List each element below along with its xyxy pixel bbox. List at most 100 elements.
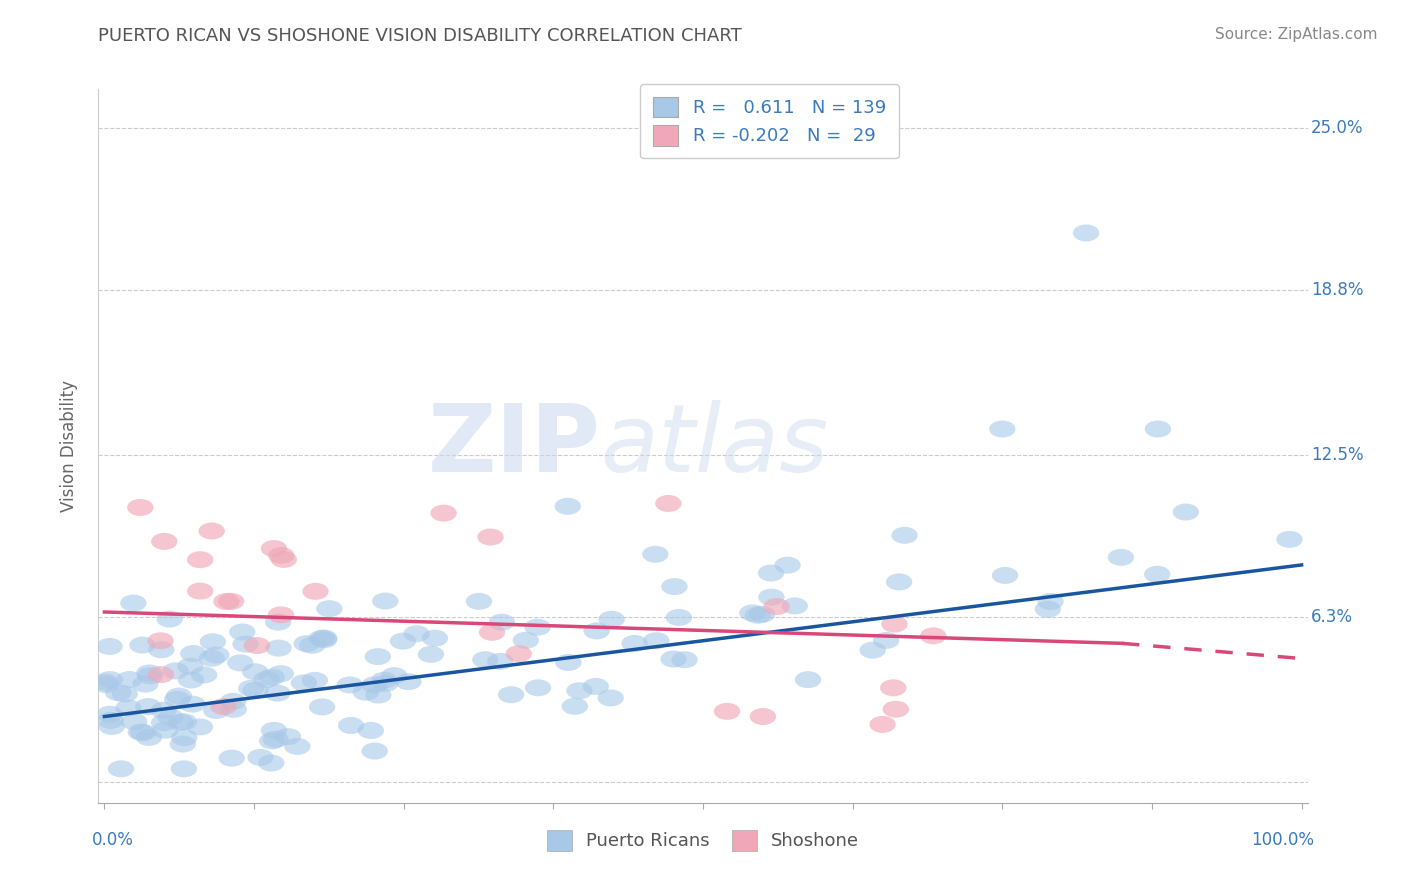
Ellipse shape xyxy=(1144,420,1171,437)
Ellipse shape xyxy=(775,557,800,574)
Ellipse shape xyxy=(357,722,384,739)
Ellipse shape xyxy=(665,609,692,626)
Ellipse shape xyxy=(127,499,153,516)
Ellipse shape xyxy=(621,635,648,652)
Ellipse shape xyxy=(170,760,197,777)
Ellipse shape xyxy=(745,607,770,624)
Ellipse shape xyxy=(582,678,609,695)
Ellipse shape xyxy=(97,638,122,655)
Ellipse shape xyxy=(555,654,582,671)
Ellipse shape xyxy=(749,606,775,623)
Ellipse shape xyxy=(361,742,388,759)
Ellipse shape xyxy=(238,680,264,697)
Ellipse shape xyxy=(117,671,142,688)
Ellipse shape xyxy=(274,728,301,745)
Ellipse shape xyxy=(1277,531,1302,548)
Ellipse shape xyxy=(1144,566,1170,582)
Ellipse shape xyxy=(187,551,214,568)
Ellipse shape xyxy=(371,672,398,689)
Ellipse shape xyxy=(472,651,499,668)
Ellipse shape xyxy=(150,714,177,731)
Ellipse shape xyxy=(661,578,688,595)
Ellipse shape xyxy=(232,636,259,653)
Ellipse shape xyxy=(148,666,174,683)
Ellipse shape xyxy=(263,731,288,747)
Ellipse shape xyxy=(177,657,204,675)
Ellipse shape xyxy=(111,685,138,703)
Ellipse shape xyxy=(200,633,226,650)
Ellipse shape xyxy=(561,698,588,714)
Ellipse shape xyxy=(115,699,142,716)
Ellipse shape xyxy=(148,641,174,658)
Ellipse shape xyxy=(404,625,430,642)
Ellipse shape xyxy=(266,640,291,657)
Ellipse shape xyxy=(880,680,907,697)
Text: 12.5%: 12.5% xyxy=(1312,446,1364,464)
Ellipse shape xyxy=(172,729,197,746)
Ellipse shape xyxy=(228,655,253,672)
Ellipse shape xyxy=(583,623,610,640)
Ellipse shape xyxy=(229,624,256,640)
Ellipse shape xyxy=(302,672,328,689)
Ellipse shape xyxy=(219,693,246,710)
Text: 6.3%: 6.3% xyxy=(1312,608,1353,626)
Ellipse shape xyxy=(204,647,229,664)
Ellipse shape xyxy=(264,614,291,631)
Ellipse shape xyxy=(97,671,124,688)
Ellipse shape xyxy=(486,653,513,670)
Ellipse shape xyxy=(506,645,531,662)
Ellipse shape xyxy=(373,675,399,692)
Ellipse shape xyxy=(758,589,785,606)
Ellipse shape xyxy=(366,687,391,704)
Ellipse shape xyxy=(883,701,910,718)
Ellipse shape xyxy=(179,672,204,689)
Ellipse shape xyxy=(166,688,193,705)
Ellipse shape xyxy=(294,635,321,652)
Ellipse shape xyxy=(128,723,153,740)
Ellipse shape xyxy=(302,582,329,599)
Ellipse shape xyxy=(337,717,364,734)
Ellipse shape xyxy=(758,565,785,582)
Ellipse shape xyxy=(259,755,284,772)
Y-axis label: Vision Disability: Vision Disability xyxy=(59,380,77,512)
Ellipse shape xyxy=(165,690,190,708)
Ellipse shape xyxy=(191,666,217,683)
Ellipse shape xyxy=(498,686,524,703)
Ellipse shape xyxy=(267,607,294,624)
Ellipse shape xyxy=(655,495,682,512)
Ellipse shape xyxy=(187,718,214,735)
Ellipse shape xyxy=(336,676,363,693)
Ellipse shape xyxy=(269,547,294,564)
Ellipse shape xyxy=(422,630,449,647)
Ellipse shape xyxy=(132,675,159,692)
Text: ZIP: ZIP xyxy=(427,400,600,492)
Ellipse shape xyxy=(794,671,821,688)
Ellipse shape xyxy=(920,627,946,644)
Text: Source: ZipAtlas.com: Source: ZipAtlas.com xyxy=(1215,27,1378,42)
Ellipse shape xyxy=(489,614,515,631)
Ellipse shape xyxy=(1035,600,1062,618)
Ellipse shape xyxy=(198,523,225,540)
Ellipse shape xyxy=(152,722,179,739)
Ellipse shape xyxy=(198,649,225,667)
Ellipse shape xyxy=(259,669,285,686)
Ellipse shape xyxy=(643,546,668,563)
Ellipse shape xyxy=(567,682,592,699)
Ellipse shape xyxy=(882,615,908,632)
Ellipse shape xyxy=(136,729,162,746)
Ellipse shape xyxy=(395,673,422,690)
Ellipse shape xyxy=(990,420,1015,437)
Ellipse shape xyxy=(418,646,444,663)
Ellipse shape xyxy=(477,529,503,546)
Text: atlas: atlas xyxy=(600,401,828,491)
Ellipse shape xyxy=(247,749,274,766)
Ellipse shape xyxy=(242,664,269,681)
Ellipse shape xyxy=(782,598,808,615)
Ellipse shape xyxy=(886,574,912,591)
Ellipse shape xyxy=(170,736,195,753)
Text: 100.0%: 100.0% xyxy=(1250,831,1313,849)
Ellipse shape xyxy=(873,632,900,648)
Ellipse shape xyxy=(284,738,311,755)
Text: 18.8%: 18.8% xyxy=(1312,282,1364,300)
Ellipse shape xyxy=(309,698,335,715)
